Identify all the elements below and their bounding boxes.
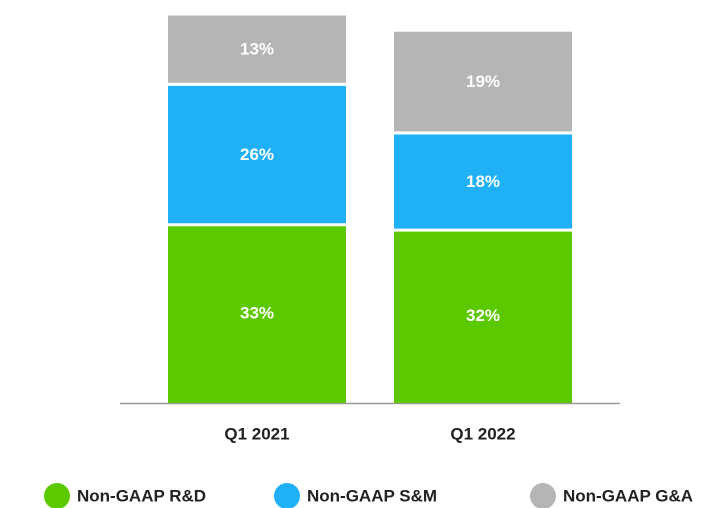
value-label: 18%: [466, 172, 500, 191]
legend-label: Non-GAAP R&D: [77, 486, 206, 505]
legend-swatch: [44, 483, 70, 508]
bar-segment: [168, 15, 346, 85]
legend-swatch: [530, 483, 556, 508]
bar-segment: [394, 230, 572, 403]
value-label: 26%: [240, 145, 274, 164]
legend-swatch: [274, 483, 300, 508]
value-label: 13%: [240, 40, 274, 59]
legend-label: Non-GAAP S&M: [307, 486, 437, 505]
bar-segment: [394, 134, 572, 231]
legend-label: Non-GAAP G&A: [563, 486, 693, 505]
value-label: 19%: [466, 72, 500, 91]
bar-segment: [394, 31, 572, 133]
bar-segment: [168, 85, 346, 225]
x-tick-label: Q1 2021: [224, 424, 289, 443]
value-label: 33%: [240, 303, 274, 322]
value-label: 32%: [466, 306, 500, 325]
x-tick-label: Q1 2022: [450, 424, 515, 443]
bar-segment: [168, 224, 346, 403]
